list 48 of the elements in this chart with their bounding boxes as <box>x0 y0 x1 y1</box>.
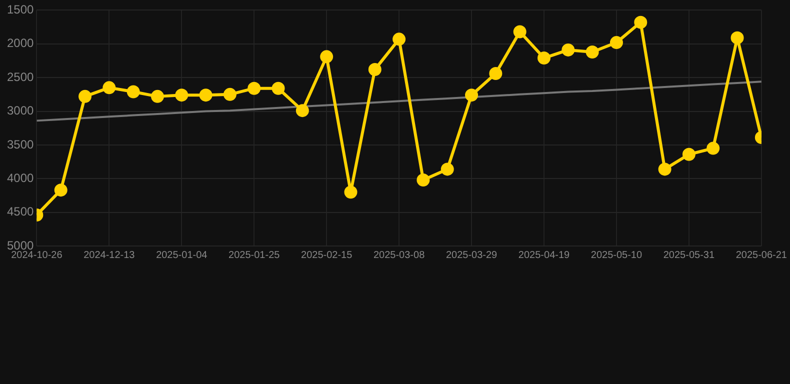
point <box>416 173 430 186</box>
point <box>489 67 502 80</box>
y-tick-label: 4000 <box>6 170 34 185</box>
y-tick-label: 3500 <box>6 137 34 152</box>
point <box>150 90 164 103</box>
x-tick-label: 2025-02-15 <box>301 250 353 261</box>
point <box>54 184 68 197</box>
x-tick-label: 2024-12-13 <box>84 250 136 261</box>
point <box>175 88 188 102</box>
x-tick-label: 2025-01-25 <box>228 250 280 261</box>
point <box>199 88 212 102</box>
point <box>562 43 575 56</box>
x-tick-label: 2025-03-08 <box>373 250 426 261</box>
y-tick-label: 4500 <box>6 204 34 219</box>
y-tick-label: 2000 <box>6 36 34 50</box>
x-tick-label: 2025-03-29 <box>446 250 498 261</box>
y-tick-label: 3000 <box>6 104 34 118</box>
x-tick-label: 2025-05-10 <box>590 250 642 261</box>
x-tick-label: 2025-05-31 <box>663 250 715 261</box>
x-tick-label: 2025-04-19 <box>518 250 570 261</box>
x-tick-label: 2025-06-21 <box>736 250 788 261</box>
point <box>634 16 648 29</box>
point <box>296 104 309 118</box>
point <box>658 162 672 176</box>
point <box>248 82 261 95</box>
x-tick-label: 2024-10-26 <box>11 250 63 261</box>
point <box>344 186 358 199</box>
point <box>392 32 406 46</box>
point <box>513 25 526 38</box>
point <box>102 81 116 94</box>
point <box>538 52 551 65</box>
point <box>610 36 623 50</box>
point <box>368 62 382 76</box>
point <box>272 82 285 95</box>
y-tick-label: 2500 <box>6 70 34 84</box>
y-tick-label: 1500 <box>6 2 34 17</box>
point <box>730 31 744 44</box>
point <box>126 85 140 98</box>
y-tick-label: 5000 <box>6 238 34 252</box>
point <box>223 88 236 101</box>
point <box>465 88 478 102</box>
point <box>440 162 454 176</box>
point <box>78 90 92 103</box>
x-tick-label: 2025-01-04 <box>156 250 208 261</box>
point <box>320 50 334 64</box>
point <box>586 45 599 58</box>
point <box>682 148 696 161</box>
point <box>706 142 720 155</box>
